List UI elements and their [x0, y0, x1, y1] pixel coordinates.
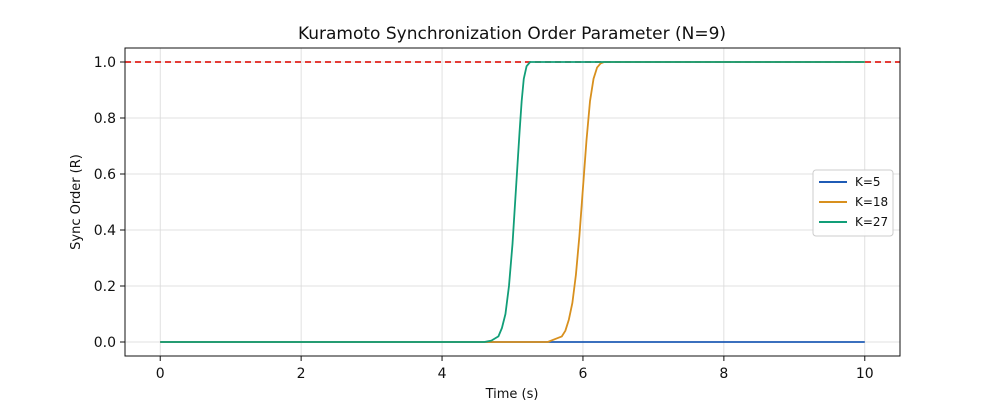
x-axis-ticks: 0 2 4 6 8 10: [156, 356, 874, 382]
series-layer: [160, 61, 865, 343]
series-line-k-18: [160, 61, 865, 343]
y-tick-label: 0.6: [94, 167, 116, 183]
x-tick-label: 2: [297, 366, 306, 382]
y-tick-label: 0.8: [94, 111, 116, 127]
x-tick-label: 8: [719, 366, 728, 382]
legend-box: [812, 169, 894, 237]
grid: [125, 48, 900, 356]
y-tick-label: 1.0: [94, 55, 116, 71]
plot-frame: [124, 47, 901, 357]
y-tick-label: 0.4: [94, 223, 116, 239]
x-tick-label: 10: [856, 366, 874, 382]
legend: K=5 K=18 K=27: [812, 169, 894, 237]
legend-label: K=27: [855, 215, 888, 229]
x-tick-label: 0: [156, 366, 165, 382]
x-axis-label: Time (s): [485, 387, 539, 400]
y-axis-ticks: 0.0 0.2 0.4 0.6 0.8 1.0: [94, 55, 125, 351]
y-axis-label: Sync Order (R): [69, 154, 84, 250]
legend-label: K=18: [855, 195, 888, 209]
y-tick-label: 0.0: [94, 335, 116, 351]
series-line-k-27: [160, 61, 865, 343]
legend-label: K=5: [855, 175, 881, 189]
y-tick-label: 0.2: [94, 279, 116, 295]
x-tick-label: 4: [438, 366, 447, 382]
chart-title: Kuramoto Synchronization Order Parameter…: [298, 24, 726, 44]
x-tick-label: 6: [578, 366, 587, 382]
